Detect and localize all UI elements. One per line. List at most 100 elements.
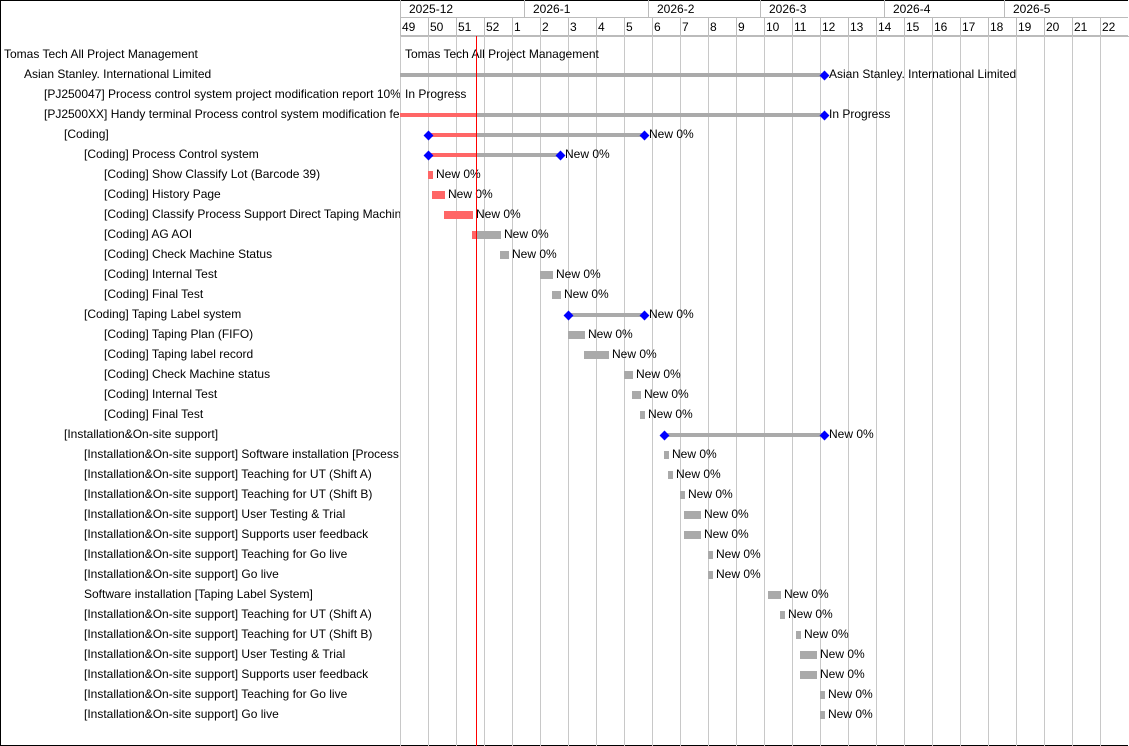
gantt-bar[interactable] — [568, 313, 644, 317]
gantt-subject-row[interactable]: [Installation&On-site support] Teaching … — [84, 687, 348, 701]
gantt-subject-row[interactable]: [Installation&On-site support] Software … — [84, 447, 400, 461]
gantt-bar[interactable] — [800, 651, 817, 659]
gantt-subject-row[interactable]: [Installation&On-site support] Supports … — [84, 527, 369, 541]
gantt-subject-row[interactable]: [PJ2500XX] Handy terminal Process contro… — [44, 107, 400, 121]
bar-label: New 0% — [512, 247, 557, 261]
gantt-subject-row[interactable]: [Coding] Internal Test — [104, 267, 218, 281]
gantt-bar[interactable] — [444, 211, 473, 219]
week-gridline — [1044, 36, 1045, 746]
gantt-bar[interactable] — [708, 551, 713, 559]
gantt-subject-row[interactable]: [Installation&On-site support] Supports … — [84, 667, 369, 681]
gantt-bar[interactable] — [632, 391, 641, 399]
gantt-bar[interactable] — [584, 351, 609, 359]
bar-label: New 0% — [716, 567, 761, 581]
week-gridline — [652, 36, 653, 746]
gantt-subject-row[interactable]: [Coding] Internal Test — [104, 387, 218, 401]
gantt-bar[interactable] — [664, 433, 824, 437]
week-header: 11 — [792, 18, 820, 36]
gantt-bar[interactable] — [708, 571, 713, 579]
bar-label: New 0% — [672, 447, 717, 461]
week-header: 49 — [400, 18, 428, 36]
gantt-subject-row[interactable]: [Coding] — [64, 127, 109, 141]
gantt-subject-row[interactable]: [Coding] History Page — [104, 187, 221, 201]
week-gridline — [736, 36, 737, 746]
gantt-subject-row[interactable]: [Installation&On-site support] User Test… — [84, 647, 346, 661]
gantt-subject-row[interactable]: [Coding] Final Test — [104, 407, 204, 421]
end-diamond-icon — [639, 130, 650, 141]
gantt-bar[interactable] — [568, 331, 585, 339]
gantt-bar[interactable] — [624, 371, 633, 379]
week-header: 7 — [680, 18, 708, 36]
week-header: 9 — [736, 18, 764, 36]
gantt-subject-row[interactable]: [Coding] AG AOI — [104, 227, 193, 241]
gantt-subject-row[interactable]: [Coding] Check Machine status — [104, 367, 271, 381]
gantt-subject-row[interactable]: [Coding] Final Test — [104, 287, 204, 301]
gantt-bar[interactable] — [428, 171, 433, 179]
gantt-subject-row[interactable]: [Coding] Show Classify Lot (Barcode 39) — [104, 167, 321, 181]
week-gridline — [400, 36, 401, 746]
bar-label: In Progress — [405, 87, 467, 101]
gantt-bar[interactable] — [428, 133, 644, 137]
gantt-bar[interactable] — [472, 231, 501, 239]
week-header: 19 — [1016, 18, 1044, 36]
gantt-bar[interactable] — [400, 113, 824, 117]
gantt-subject-row[interactable]: [Coding] Process Control system — [84, 147, 259, 161]
gantt-bar[interactable] — [820, 691, 825, 699]
week-header: 20 — [1044, 18, 1072, 36]
gantt-subject-row[interactable]: [Coding] Taping label record — [104, 347, 254, 361]
gantt-bar[interactable] — [800, 671, 817, 679]
gantt-bar[interactable] — [684, 511, 701, 519]
week-header: 6 — [652, 18, 680, 36]
gantt-bar[interactable] — [820, 711, 825, 719]
gantt-bar[interactable] — [640, 411, 645, 419]
gantt-subject-row[interactable]: [Coding] Check Machine Status — [104, 247, 273, 261]
gantt-bar[interactable] — [664, 451, 669, 459]
gantt-bar[interactable] — [796, 631, 801, 639]
late-progress — [400, 113, 476, 117]
gantt-subject-row[interactable]: Asian Stanley. International Limited — [24, 67, 212, 81]
gantt-bar[interactable] — [432, 191, 445, 199]
gantt-bar[interactable] — [400, 73, 824, 77]
week-gridline — [1016, 36, 1017, 746]
gantt-subject-row[interactable]: [Installation&On-site support] Go live — [84, 567, 279, 581]
gantt-subject-row[interactable]: [Coding] Taping Plan (FIFO) — [104, 327, 254, 341]
week-gridline — [848, 36, 849, 746]
gantt-bar[interactable] — [552, 291, 561, 299]
week-header: 13 — [848, 18, 876, 36]
gantt-subject-row[interactable]: Tomas Tech All Project Management — [4, 47, 198, 61]
week-header: 4 — [596, 18, 624, 36]
bar-label: New 0% — [476, 207, 521, 221]
gantt-bar[interactable] — [428, 153, 560, 157]
bar-label: New 0% — [820, 667, 865, 681]
gantt-subject-row[interactable]: [Installation&On-site support] — [64, 427, 219, 441]
gantt-subject-row[interactable]: [Coding] Classify Process Support Direct… — [104, 207, 400, 221]
bar-label: New 0% — [565, 147, 610, 161]
week-header: 15 — [904, 18, 932, 36]
week-gridline — [876, 36, 877, 746]
gantt-subject-row[interactable]: [Installation&On-site support] User Test… — [84, 507, 346, 521]
gantt-subject-row[interactable]: [Installation&On-site support] Teaching … — [84, 467, 372, 481]
gantt-subject-row[interactable]: Software installation [Taping Label Syst… — [84, 587, 313, 601]
gantt-bar[interactable] — [540, 271, 553, 279]
gantt-bar[interactable] — [668, 471, 673, 479]
bar-label: New 0% — [556, 267, 601, 281]
week-gridline — [932, 36, 933, 746]
bar-label: New 0% — [704, 527, 749, 541]
bar-label: New 0% — [636, 367, 681, 381]
bar-label: New 0% — [644, 387, 689, 401]
gantt-subject-row[interactable]: [Installation&On-site support] Teaching … — [84, 627, 373, 641]
gantt-subject-row[interactable]: [Installation&On-site support] Teaching … — [84, 547, 348, 561]
gantt-subject-row[interactable]: [Installation&On-site support] Teaching … — [84, 607, 372, 621]
gantt-bar[interactable] — [780, 611, 785, 619]
gantt-subject-row[interactable]: [PJ250047] Process control system projec… — [44, 87, 400, 101]
week-header: 1 — [512, 18, 540, 36]
gantt-bar[interactable] — [684, 531, 701, 539]
gantt-subject-row[interactable]: [Installation&On-site support] Teaching … — [84, 487, 373, 501]
gantt-bar[interactable] — [680, 491, 685, 499]
gantt-subject-row[interactable]: [Installation&On-site support] Go live — [84, 707, 279, 721]
gantt-bar[interactable] — [500, 251, 509, 259]
week-header: 21 — [1072, 18, 1100, 36]
gantt-bar[interactable] — [768, 591, 781, 599]
gantt-subject-row[interactable]: [Coding] Taping Label system — [84, 307, 242, 321]
week-header: 16 — [932, 18, 960, 36]
